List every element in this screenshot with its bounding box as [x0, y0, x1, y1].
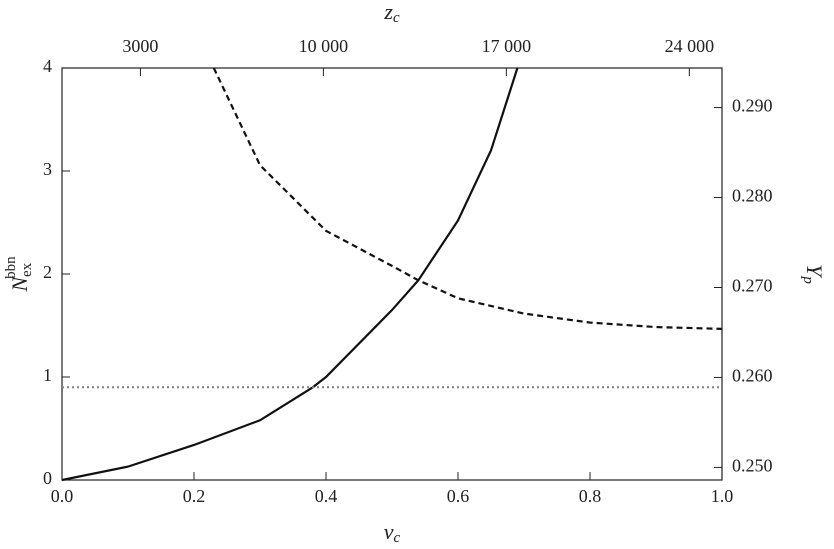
plot-frame: [61, 67, 723, 481]
y2-axis-label: Yp: [800, 264, 827, 284]
y2-tick-label: 0.250: [732, 456, 773, 476]
x-tick-label: 0.8: [579, 486, 602, 506]
y2-tick-label: 0.260: [732, 366, 773, 386]
x2-axis-label-sub: c: [393, 10, 400, 26]
x-axis-label: vc: [384, 519, 401, 546]
y-axis-label-main: N: [7, 276, 32, 293]
y2-tick-label: 0.280: [732, 186, 773, 206]
y-tick-label: 0: [43, 468, 52, 488]
x-axis-label-main: v: [384, 519, 394, 544]
x-tick-label: 0.6: [447, 486, 470, 506]
y2-axis-label-main: Y: [802, 264, 827, 279]
y-axis-label-sup: bbn: [3, 256, 19, 279]
x2-axis-label: zc: [383, 0, 400, 26]
x-tick-label: 0.2: [183, 486, 206, 506]
y-tick-label: 4: [43, 56, 52, 76]
x-tick-label: 0.4: [315, 486, 338, 506]
y-tick-label: 2: [43, 262, 52, 282]
y-axis-label-sub: ex: [19, 262, 35, 277]
x2-tick-label: 17 000: [482, 36, 532, 56]
y-axis-label: Nexbbn: [3, 256, 35, 293]
y2-tick-label: 0.270: [732, 276, 773, 296]
y-tick-label: 3: [43, 159, 52, 179]
y-tick-label: 1: [43, 365, 52, 385]
y2-axis-label-sub: p: [800, 275, 816, 284]
x-tick-label: 1.0: [711, 486, 734, 506]
x2-tick-label: 24 000: [665, 36, 715, 56]
y2-tick-label: 0.290: [732, 96, 773, 116]
series-line: [212, 67, 723, 330]
x2-axis-label-main: z: [383, 0, 393, 24]
x2-tick-label: 10 000: [299, 36, 349, 56]
x2-tick-label: 3000: [122, 36, 158, 56]
x-tick-label: 0.0: [51, 486, 74, 506]
series-line: [61, 67, 519, 482]
x-axis-label-sub: c: [394, 530, 401, 546]
